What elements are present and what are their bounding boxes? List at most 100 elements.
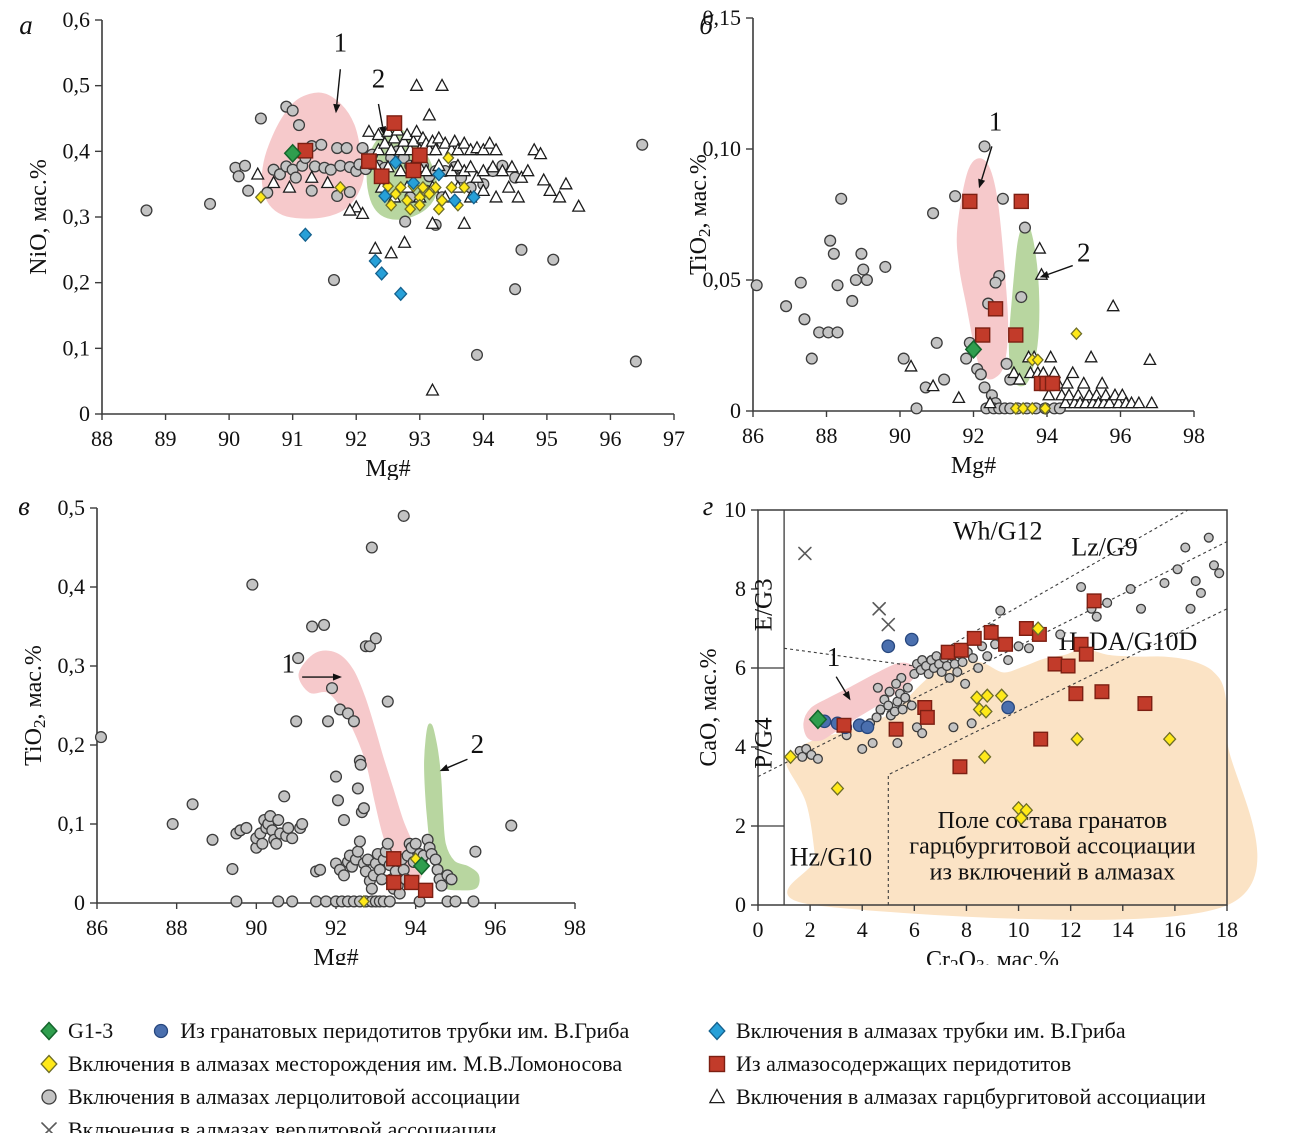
legend-item-lomonosova-inclusions: Включения в алмазах месторождения им. М.… xyxy=(35,1051,622,1077)
annotation-2: 2 xyxy=(1039,238,1091,278)
panel-v-svg: 86 88 90 92 94 96 98 0 0,1 0,2 0,3 0,4 0,5 Mg# TiO2, м… xyxy=(18,491,586,965)
green-diamond-icon xyxy=(35,1018,63,1044)
series-square-square_red xyxy=(386,851,434,899)
axes: 86 88 90 92 94 96 98 0 0,1 0,2 0,3 0,4 0,5 Mg# TiO2, м… xyxy=(21,495,586,965)
series-diamond-diamond_yellow xyxy=(783,621,1177,826)
svg-text:94: 94 xyxy=(472,426,494,451)
svg-text:86: 86 xyxy=(742,423,764,448)
svg-text:18: 18 xyxy=(1216,917,1238,942)
annotation-arrow xyxy=(835,676,851,701)
svg-text:0: 0 xyxy=(753,917,764,942)
blue-circle-icon xyxy=(147,1018,175,1044)
svg-text:CaO, мас.%: CaO, мас.% xyxy=(700,648,722,766)
svg-text:1: 1 xyxy=(281,648,295,678)
svg-text:0,2: 0,2 xyxy=(58,732,86,757)
orange-field-caption-line-1: Поле состава гранатов xyxy=(938,808,1168,834)
svg-text:94: 94 xyxy=(405,915,427,940)
legend-item-lherzolite-inclusions: Включения в алмазах лерцолитовой ассоциа… xyxy=(35,1084,520,1110)
svg-text:91: 91 xyxy=(282,426,304,451)
svg-text:0,5: 0,5 xyxy=(58,495,86,520)
annotation-arrow xyxy=(1039,264,1073,278)
svg-text:6: 6 xyxy=(909,917,920,942)
legend-item-harzburgite-inclusions: Включения в алмазах гарцбургитовой ассоц… xyxy=(703,1084,1206,1110)
dashed-boundary xyxy=(784,509,1189,667)
panel-letter-v: в xyxy=(18,491,30,521)
svg-text:98: 98 xyxy=(564,915,586,940)
svg-text:1: 1 xyxy=(334,28,348,58)
svg-text:0: 0 xyxy=(730,398,741,423)
panel-letter-g: г xyxy=(703,491,714,521)
svg-text:10: 10 xyxy=(1008,917,1030,942)
svg-text:1: 1 xyxy=(827,642,841,672)
svg-text:12: 12 xyxy=(1060,917,1082,942)
legend-row: Включения в алмазах верлитовой ассоциаци… xyxy=(35,1117,629,1133)
series-diamond-diamond_green xyxy=(964,339,983,359)
zone-label-E-G3: E/G3 xyxy=(751,578,778,631)
svg-text:90: 90 xyxy=(245,915,267,940)
panel-letter-b: б xyxy=(699,10,714,40)
boundary-lines xyxy=(757,509,1228,905)
svg-text:Cr2O3, мас.%: Cr2O3, мас.% xyxy=(926,947,1059,965)
series-diamond-diamond_green xyxy=(412,856,431,876)
annotation-2: 2 xyxy=(372,64,387,136)
legend-item-g1-3: G1-3 xyxy=(35,1018,113,1044)
field-green xyxy=(424,723,480,891)
svg-text:96: 96 xyxy=(484,915,506,940)
annotation-1: 1 xyxy=(978,107,1002,189)
axes: 0 2 4 6 8 10 12 14 16 18 0 2 4 6 8 10 Cr2O3, мас.% CaO, м… xyxy=(700,497,1238,965)
panel-g-svg: 0 2 4 6 8 10 12 14 16 18 0 2 4 6 8 10 Cr2O3, мас.% CaO, м… xyxy=(700,491,1258,965)
fields xyxy=(298,650,480,891)
svg-text:0: 0 xyxy=(79,401,90,426)
svg-text:0,2: 0,2 xyxy=(63,270,91,295)
svg-text:0,1: 0,1 xyxy=(58,811,86,836)
svg-text:88: 88 xyxy=(91,426,113,451)
svg-text:0,3: 0,3 xyxy=(58,653,86,678)
annotation-1: 1 xyxy=(333,28,347,114)
svg-text:2: 2 xyxy=(805,917,816,942)
svg-text:4: 4 xyxy=(735,734,746,759)
legend-label: Включения в алмазах гарцбургитовой ассоц… xyxy=(736,1084,1206,1109)
svg-text:Mg#: Mg# xyxy=(951,453,996,479)
svg-text:16: 16 xyxy=(1164,917,1186,942)
panel-a-nio-vs-mg: 88 89 90 91 92 93 94 95 96 97 0 0,1 0,2 0,3 0,4 0,5 0,6 M… xyxy=(10,0,690,480)
svg-text:0: 0 xyxy=(735,892,746,917)
series-square-square_red xyxy=(836,593,1153,775)
svg-text:92: 92 xyxy=(963,423,985,448)
svg-text:Mg#: Mg# xyxy=(365,456,410,480)
legend-label: Включения в алмазах месторождения им. М.… xyxy=(68,1051,623,1076)
legend-label: G1-3 xyxy=(68,1018,114,1043)
svg-text:TiO2, мас.%: TiO2, мас.% xyxy=(21,645,49,766)
series-square-square_red xyxy=(297,115,428,185)
svg-text:NiO, мас.%: NiO, мас.% xyxy=(26,159,52,275)
legend-row: Из алмазосодержащих перидотитов xyxy=(703,1051,1206,1077)
svg-text:0,1: 0,1 xyxy=(63,335,91,360)
legend-item-diamondiferous-peridotites: Из алмазосодержащих перидотитов xyxy=(703,1051,1071,1077)
cyan-diamond-icon xyxy=(703,1018,731,1044)
series-circle-circle_gray xyxy=(94,509,518,908)
legend-label: Из алмазосодержащих перидотитов xyxy=(736,1051,1072,1076)
svg-text:0,3: 0,3 xyxy=(63,204,91,229)
fields xyxy=(956,158,1040,387)
svg-text:97: 97 xyxy=(663,426,685,451)
yellow-diamond-icon xyxy=(35,1051,63,1077)
annotation-arrow xyxy=(377,103,387,136)
annotation-1: 1 xyxy=(281,648,342,681)
svg-text:86: 86 xyxy=(86,915,108,940)
zone-label-P-G4: P/G4 xyxy=(751,717,778,769)
svg-text:2: 2 xyxy=(471,729,485,759)
panel-b-svg: 86 88 90 92 94 96 98 0 0,05 0,10 0,15 Mg# TiO2, мас.… xyxy=(690,5,1205,479)
legend-label: Включения в алмазах лерцолитовой ассоциа… xyxy=(68,1084,520,1109)
legend-item-griba-peridotites: Из гранатовых перидотитов трубки им. В.Г… xyxy=(147,1018,629,1044)
svg-text:92: 92 xyxy=(325,915,347,940)
svg-text:90: 90 xyxy=(218,426,240,451)
svg-text:0,10: 0,10 xyxy=(703,136,742,161)
svg-text:92: 92 xyxy=(345,426,367,451)
series-diamond-diamond_yellow xyxy=(1009,327,1083,415)
svg-text:8: 8 xyxy=(735,576,746,601)
panel-a-svg: 88 89 90 91 92 93 94 95 96 97 0 0,1 0,2 0,3 0,4 0,5 0,6 M… xyxy=(19,7,685,480)
svg-text:89: 89 xyxy=(155,426,177,451)
figure-legend: G1-3 Из гранатовых перидотитов трубки им… xyxy=(0,1008,1302,1133)
legend-row: G1-3 Из гранатовых перидотитов трубки им… xyxy=(35,1018,629,1044)
svg-text:96: 96 xyxy=(599,426,621,451)
